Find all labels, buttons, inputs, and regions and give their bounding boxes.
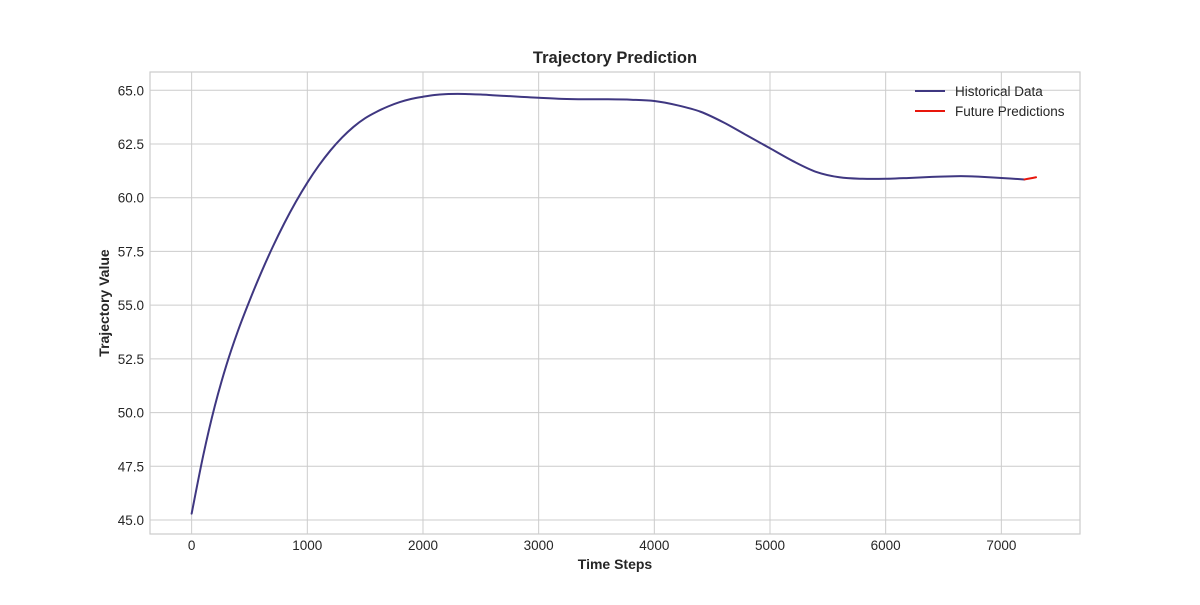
x-tick-label: 2000 (408, 538, 438, 553)
y-tick-label: 47.5 (118, 459, 144, 474)
historical-data-line (190, 92, 1026, 515)
y-tick-label: 52.5 (118, 352, 144, 367)
legend-label-future: Future Predictions (955, 104, 1065, 119)
x-tick-label: 0 (188, 538, 196, 553)
plot-series (190, 92, 1038, 515)
future-predictions-line (1023, 176, 1038, 181)
x-axis-label: Time Steps (578, 556, 653, 572)
chart-title: Trajectory Prediction (533, 49, 697, 67)
plot-frame (149, 71, 1081, 535)
legend: Historical Data Future Predictions (915, 84, 1065, 119)
y-axis-label: Trajectory Value (96, 249, 112, 357)
y-tick-label: 50.0 (118, 406, 144, 421)
grid (150, 72, 1080, 534)
x-tick-label: 4000 (639, 538, 669, 553)
y-tick-label: 45.0 (118, 513, 144, 528)
y-tick-label: 62.5 (118, 137, 144, 152)
x-tick-label: 7000 (986, 538, 1016, 553)
x-tick-label: 5000 (755, 538, 785, 553)
x-tick-label: 6000 (871, 538, 901, 553)
y-tick-label: 65.0 (118, 83, 144, 98)
y-tick-label: 57.5 (118, 244, 144, 259)
x-tick-label: 3000 (524, 538, 554, 553)
axis-ticks: 0 1000 2000 3000 4000 5000 6000 7000 45.0 47.5 50.… (118, 83, 1017, 553)
y-tick-label: 60.0 (118, 191, 144, 206)
y-tick-label: 55.0 (118, 298, 144, 313)
legend-label-historical: Historical Data (955, 84, 1043, 99)
x-tick-label: 1000 (292, 538, 322, 553)
